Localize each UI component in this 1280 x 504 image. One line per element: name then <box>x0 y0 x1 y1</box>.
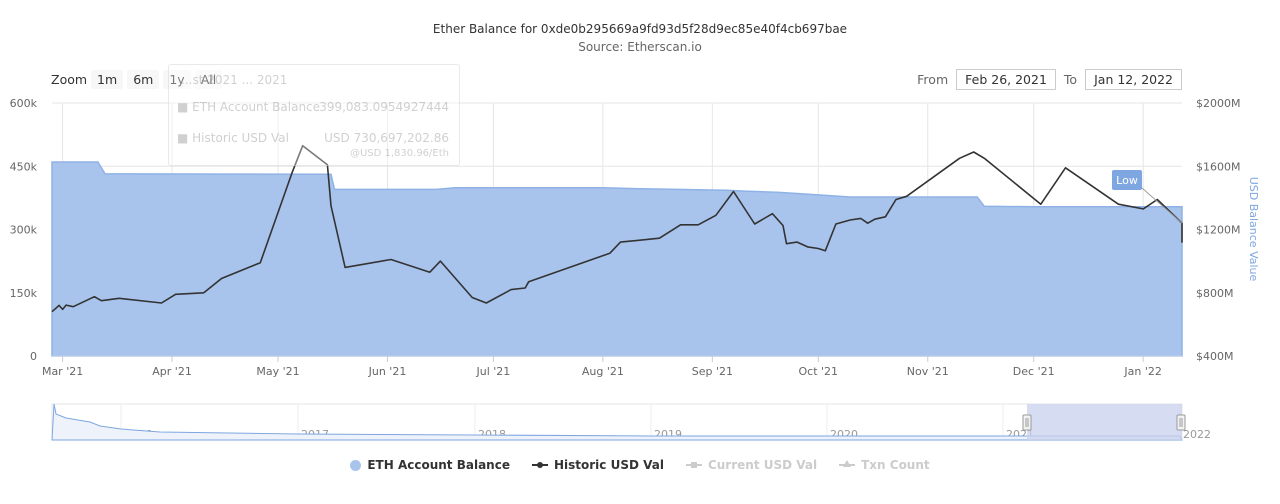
navigator-handle[interactable] <box>1176 414 1186 431</box>
x-tick-label: Oct '21 <box>799 365 839 378</box>
zoom-1m-button[interactable]: 1m <box>91 70 124 89</box>
navigator-tick-label: 2022 <box>1183 428 1211 441</box>
legend-txn-count[interactable]: Txn Count <box>839 458 930 472</box>
y-left-tick-label: 600k <box>10 97 38 110</box>
x-tick-label: Dec '21 <box>1013 365 1055 378</box>
x-tick-label: Jun '21 <box>368 365 407 378</box>
navigator-selection <box>1027 404 1182 440</box>
date-range: From Feb 26, 2021 To Jan 12, 2022 <box>917 69 1182 90</box>
y-right-tick-label: $2000M <box>1196 97 1240 110</box>
zoom-controls: Zoom 1m 6m 1y All <box>51 70 223 89</box>
tooltip-usd-label: ■ Historic USD Val <box>177 131 289 145</box>
tooltip-date: ...st 2021 ... 2021 <box>181 73 288 87</box>
legend-label: Current USD Val <box>707 458 818 472</box>
legend-label: Historic USD Val <box>553 458 664 472</box>
tooltip-eth-label: ■ ETH Account Balance <box>177 100 321 114</box>
x-tick-label: Apr '21 <box>152 365 192 378</box>
legend-label: ETH Account Balance <box>367 458 510 472</box>
x-tick-label: Mar '21 <box>42 365 83 378</box>
legend-triangle-icon <box>839 460 856 467</box>
chart-subtitle: Source: Etherscan.io <box>578 40 702 54</box>
legend-circle-icon <box>350 459 362 471</box>
from-date-input[interactable]: Feb 26, 2021 <box>956 69 1056 90</box>
legend-square-icon <box>685 462 702 468</box>
zoom-all-button[interactable]: All <box>194 70 223 89</box>
zoom-1y-button[interactable]: 1y <box>163 70 191 89</box>
tooltip-eth-label-text: ETH Account Balance <box>192 100 321 114</box>
tooltip-usd-value: USD 730,697,202.86 <box>324 131 449 145</box>
chart-legend: ETH Account Balance Historic USD Val Cur… <box>0 458 1280 472</box>
y-right-tick-label: $1600M <box>1196 160 1240 173</box>
flag-connector <box>1141 187 1183 224</box>
x-tick-label: Jan '22 <box>1123 365 1161 378</box>
legend-line-icon <box>531 462 548 468</box>
flag-low-box <box>1112 170 1142 190</box>
zoom-label: Zoom <box>51 72 88 87</box>
x-tick-label: Sep '21 <box>692 365 733 378</box>
ghost-tooltip: ...st 2021 ... 2021 ■ ETH Account Balanc… <box>168 64 460 166</box>
legend-current-usd[interactable]: Current USD Val <box>685 458 818 472</box>
x-tick-label: Aug '21 <box>582 365 624 378</box>
zoom-6m-button[interactable]: 6m <box>127 70 160 89</box>
series-historic-usd-line <box>51 144 1183 313</box>
y-right-tick-label: $400M <box>1196 350 1234 363</box>
to-date-input[interactable]: Jan 12, 2022 <box>1085 69 1182 90</box>
x-tick-label: Jul '21 <box>476 365 511 378</box>
navigator-handle[interactable] <box>1022 414 1032 431</box>
y-left-tick-label: 0 <box>30 350 37 363</box>
series-eth-balance-area <box>51 161 1183 357</box>
x-tick-label: May '21 <box>256 365 299 378</box>
legend-historic-usd[interactable]: Historic USD Val <box>531 458 664 472</box>
y-left-tick-label: 150k <box>10 287 38 300</box>
y-right-tick-label: $800M <box>1196 287 1234 300</box>
y-right-axis-title: USD Balance Value <box>1247 177 1260 282</box>
tooltip-usd-label-text: Historic USD Val <box>192 131 289 145</box>
from-label: From <box>917 72 949 87</box>
tooltip-eth-value: 399,083.0954927444 <box>319 100 449 114</box>
legend-eth-balance[interactable]: ETH Account Balance <box>350 458 510 472</box>
to-label: To <box>1063 72 1078 87</box>
flag-low-label: Low <box>1116 174 1138 187</box>
y-right-tick-label: $1200M <box>1196 224 1240 237</box>
tooltip-usd-rate: @USD 1,830.96/Eth <box>349 148 449 159</box>
x-tick-label: Nov '21 <box>907 365 949 378</box>
chart-title: Ether Balance for 0xde0b295669a9fd93d5f2… <box>432 22 848 36</box>
legend-label: Txn Count <box>861 458 930 472</box>
y-left-tick-label: 300k <box>10 224 38 237</box>
y-left-tick-label: 450k <box>10 160 38 173</box>
